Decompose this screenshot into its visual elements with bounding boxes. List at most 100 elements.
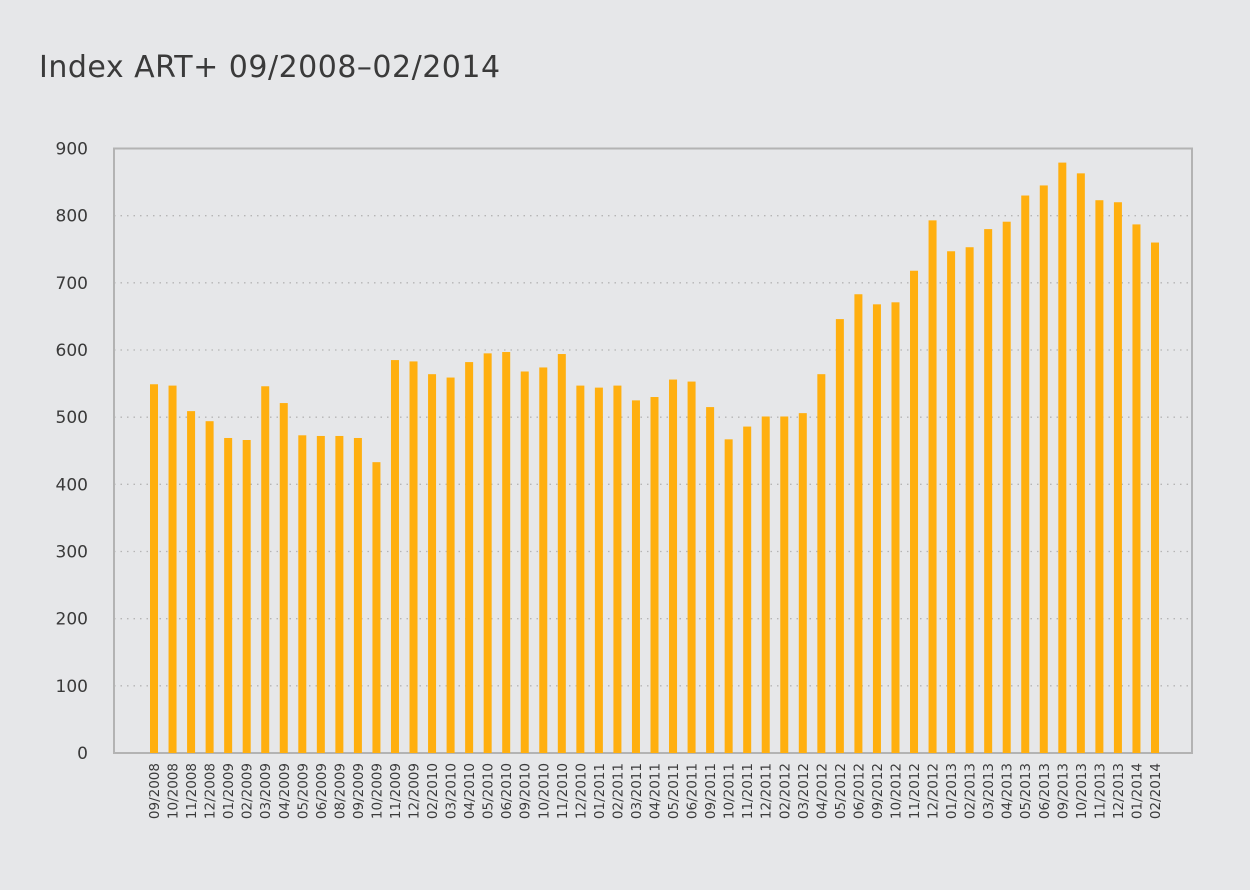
x-tick-label: 10/2008 [166, 763, 182, 819]
bar-01-2011 [594, 387, 603, 753]
y-tick-label: 400 [56, 475, 88, 495]
bar-05-2011 [669, 379, 678, 753]
x-tick-label: 09/2009 [351, 763, 367, 819]
bar-10-2008 [168, 385, 177, 753]
bar-10-2011 [724, 439, 733, 753]
bar-01-2009 [224, 437, 233, 753]
x-tick-label: 01/2013 [944, 763, 960, 819]
bar-12-2010 [576, 385, 585, 753]
bar-05-2013 [1021, 195, 1030, 753]
bar-06-2010 [502, 352, 511, 753]
x-tick-label: 10/2013 [1074, 763, 1090, 819]
x-tick-label: 01/2014 [1129, 763, 1145, 819]
bar-03-2012 [798, 413, 807, 753]
x-tick-label: 06/2010 [499, 763, 515, 819]
bar-09-2012 [872, 304, 881, 753]
bar-02-2010 [428, 374, 437, 753]
bar-06-2013 [1039, 185, 1048, 754]
bar-11-2009 [390, 360, 399, 753]
bar-10-2013 [1076, 173, 1085, 753]
bar-06-2009 [316, 435, 325, 753]
x-tick-label: 02/2009 [240, 763, 256, 819]
bar-05-2010 [483, 353, 492, 753]
x-tick-label: 12/2010 [573, 763, 589, 819]
x-tick-label: 10/2011 [722, 763, 738, 819]
y-tick-label: 100 [56, 677, 88, 697]
x-tick-label: 11/2012 [907, 763, 923, 819]
y-tick-label: 500 [56, 408, 88, 428]
bar-12-2011 [761, 416, 770, 753]
x-tick-label: 08/2009 [332, 763, 348, 819]
x-tick-label: 09/2010 [518, 763, 534, 819]
bar-10-2010 [539, 367, 548, 753]
bar-04-2012 [817, 374, 826, 753]
x-tick-label: 06/2013 [1037, 763, 1053, 819]
bar-02-2012 [780, 416, 789, 753]
bar-11-2013 [1095, 200, 1104, 754]
x-tick-label: 06/2009 [314, 763, 330, 819]
bar-09-2010 [520, 371, 529, 753]
x-tick-label: 01/2011 [592, 763, 608, 819]
x-tick-label: 03/2010 [444, 763, 460, 819]
x-tick-label: 12/2011 [759, 763, 775, 819]
x-tick-label: 10/2010 [536, 763, 552, 819]
x-tick-label: 05/2011 [666, 763, 682, 819]
x-tick-label: 02/2010 [425, 763, 441, 819]
x-tick-label: 12/2008 [203, 763, 219, 819]
bar-04-2013 [1002, 221, 1011, 753]
bar-02-2009 [242, 440, 251, 753]
bar-12-2008 [205, 421, 214, 753]
x-tick-label: 09/2013 [1055, 763, 1071, 819]
bar-02-2013 [965, 247, 974, 754]
x-tick-label: 09/2011 [703, 763, 719, 819]
x-tick-label: 12/2012 [926, 763, 942, 819]
bar-02-2011 [613, 385, 622, 753]
bar-11-2008 [187, 411, 196, 753]
bar-12-2009 [409, 361, 418, 753]
bar-04-2009 [279, 403, 288, 753]
x-tick-label: 11/2011 [740, 763, 756, 819]
y-tick-label: 800 [56, 207, 88, 227]
x-tick-label: 10/2009 [369, 763, 385, 819]
chart-title: Index ART+ 09/2008–02/2014 [39, 50, 501, 85]
x-tick-label: 01/2009 [221, 763, 237, 819]
bar-12-2013 [1113, 202, 1122, 753]
bar-11-2011 [743, 426, 752, 753]
bar-03-2011 [631, 400, 640, 753]
bar-11-2010 [557, 354, 566, 753]
x-tick-label: 04/2009 [277, 763, 293, 819]
x-tick-label: 02/2011 [610, 763, 626, 819]
x-tick-label: 06/2012 [851, 763, 867, 819]
x-tick-label: 03/2009 [258, 763, 274, 819]
bar-05-2009 [298, 435, 307, 753]
bar-05-2012 [835, 319, 844, 753]
x-tick-label: 09/2008 [147, 763, 163, 819]
bar-08-2009 [335, 435, 344, 753]
x-tick-label: 04/2012 [814, 763, 830, 819]
x-tick-label: 03/2011 [629, 763, 645, 819]
x-tick-label: 11/2008 [184, 763, 200, 819]
x-tick-label: 04/2010 [462, 763, 478, 819]
bar-10-2009 [372, 462, 381, 753]
bar-09-2013 [1058, 162, 1067, 754]
bar-06-2012 [854, 294, 863, 753]
x-tick-label: 02/2012 [777, 763, 793, 819]
bar-02-2014 [1151, 242, 1159, 754]
y-tick-label: 900 [56, 140, 88, 160]
y-tick-label: 700 [56, 274, 88, 294]
y-tick-label: 200 [56, 610, 88, 630]
x-tick-label: 05/2010 [481, 763, 497, 819]
x-tick-label: 05/2012 [833, 763, 849, 819]
x-tick-label: 11/2013 [1092, 763, 1108, 819]
x-tick-label: 03/2012 [796, 763, 812, 819]
bar-12-2012 [928, 220, 937, 753]
y-tick-label: 0 [77, 744, 88, 764]
bar-03-2013 [984, 229, 993, 754]
bar-04-2010 [465, 362, 474, 753]
x-tick-label: 04/2013 [1000, 763, 1016, 819]
x-tick-label: 10/2012 [888, 763, 904, 819]
bar-06-2011 [687, 381, 696, 753]
x-tick-label: 12/2013 [1111, 763, 1127, 819]
bar-04-2011 [650, 397, 659, 753]
